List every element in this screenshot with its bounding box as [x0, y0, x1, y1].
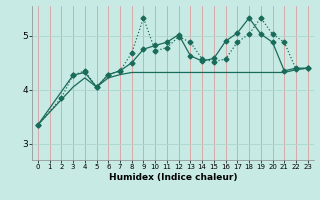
X-axis label: Humidex (Indice chaleur): Humidex (Indice chaleur) [108, 173, 237, 182]
